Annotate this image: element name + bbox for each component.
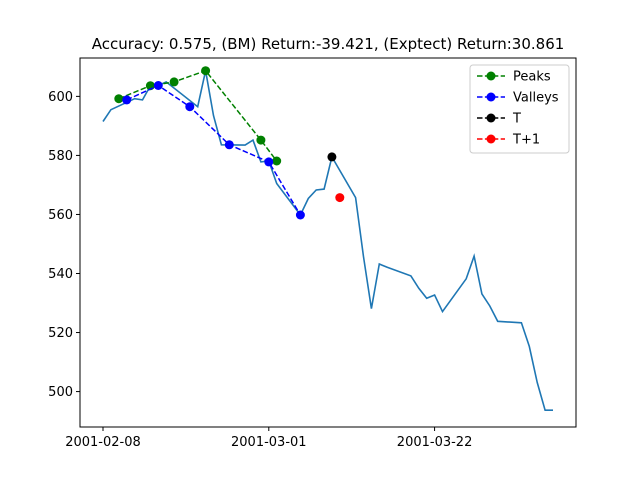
legend-peaks-marker (486, 71, 496, 81)
y-tick-label: 520 (48, 326, 73, 341)
peaks-marker (256, 135, 266, 145)
valleys-marker (295, 210, 305, 220)
valleys-marker (185, 102, 195, 112)
peaks-marker (169, 77, 179, 87)
legend-valleys-label: Valleys (513, 91, 559, 106)
y-tick-label: 580 (48, 149, 73, 164)
legend-box (469, 64, 570, 154)
legend-t-plus-1-label: T+1 (512, 133, 540, 148)
legend-t-marker (486, 113, 496, 123)
legend-t-label: T (512, 112, 521, 127)
peaks-marker (201, 66, 211, 76)
peaks-marker (114, 94, 124, 104)
y-tick-label: 540 (48, 267, 73, 282)
legend-valleys-marker (486, 92, 496, 102)
plot-area (102, 66, 553, 412)
x-tick-label: 2001-03-22 (397, 435, 473, 450)
t-marker (327, 152, 337, 162)
x-tick-label: 2001-03-01 (231, 435, 307, 450)
legend-peaks-label: Peaks (513, 70, 551, 85)
axes: 500 520 540 560 580 600 2001-02-08 2001-03-01 20… (48, 57, 577, 450)
valleys-series-line (126, 84, 302, 216)
y-tick-label: 600 (48, 90, 73, 105)
valleys-marker (153, 81, 163, 90)
t-plus-1-marker (335, 193, 345, 203)
axes-frame (79, 57, 577, 428)
valleys-marker (264, 157, 274, 167)
x-tick-label: 2001-02-08 (65, 435, 141, 450)
valleys-marker (122, 95, 132, 105)
valleys-marker (224, 140, 234, 150)
legend-t-plus-1-marker (486, 134, 496, 144)
peaks-marker (272, 156, 282, 166)
y-tick-label: 560 (48, 208, 73, 223)
chart-title: Accuracy: 0.575, (BM) Return:-39.421, (E… (92, 35, 565, 53)
peaks-series-line (118, 69, 278, 162)
y-tick-label: 500 (48, 385, 73, 400)
legend: Peaks Valleys T T+1 (469, 64, 570, 154)
